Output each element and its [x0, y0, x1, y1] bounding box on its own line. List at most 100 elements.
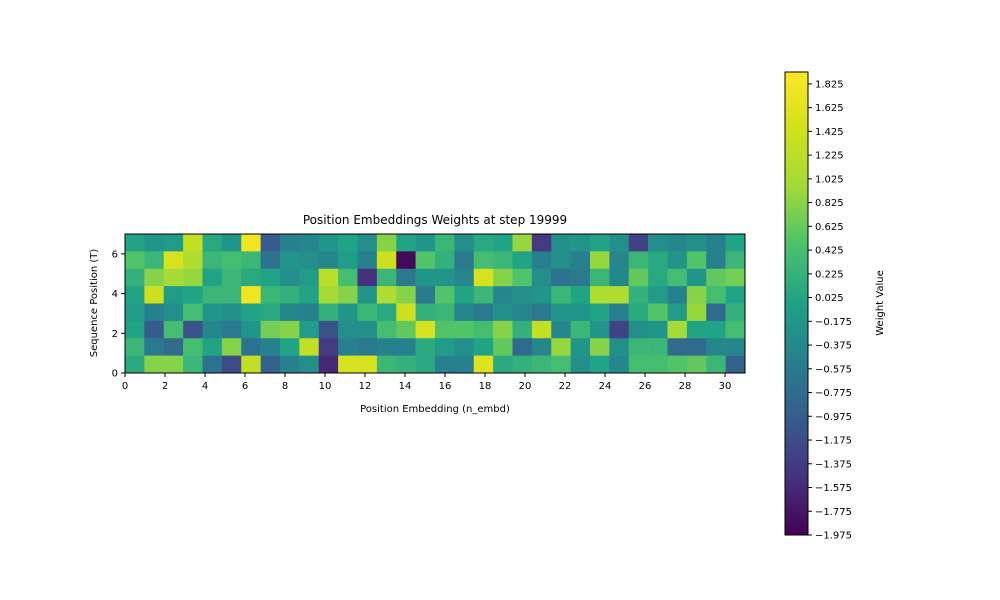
- heatmap-cell: [144, 320, 165, 339]
- heatmap-cell: [725, 303, 746, 322]
- heatmap-cell: [512, 268, 533, 287]
- heatmap-cell: [609, 268, 630, 287]
- heatmap-cell: [686, 286, 707, 304]
- heatmap-cell: [570, 320, 591, 339]
- heatmap-cell: [163, 303, 184, 322]
- heatmap-cell: [590, 251, 610, 270]
- heatmap-cell: [551, 320, 571, 339]
- heatmap-cell: [125, 355, 145, 374]
- heatmap-cell: [163, 268, 184, 287]
- heatmap-cell: [648, 251, 668, 270]
- heatmap-cell: [183, 338, 203, 356]
- heatmap-cell: [454, 234, 475, 252]
- heatmap-cell: [628, 338, 649, 356]
- x-tick-label: 16: [439, 381, 452, 392]
- x-tick-label: 2: [162, 381, 168, 392]
- heatmap-cell: [183, 355, 203, 374]
- heatmap-cell: [551, 355, 571, 374]
- heatmap-cell: [280, 355, 300, 374]
- heatmap-cell: [415, 286, 436, 304]
- heatmap-cell: [648, 320, 668, 339]
- heatmap-cell: [512, 251, 533, 270]
- heatmap-cell: [667, 268, 688, 287]
- heatmap-cell: [357, 355, 378, 374]
- heatmap-cell: [202, 303, 223, 322]
- heatmap-cell: [706, 268, 726, 287]
- heatmap-cell: [202, 355, 223, 374]
- y-tick-label: 2: [112, 329, 118, 340]
- heatmap-cell: [435, 303, 455, 322]
- heatmap-cell: [241, 320, 261, 339]
- heatmap-cell: [318, 234, 339, 252]
- x-tick-label: 0: [122, 381, 128, 392]
- heatmap-cell: [686, 355, 707, 374]
- heatmap-cell: [706, 338, 726, 356]
- heatmap-cell: [415, 338, 436, 356]
- heatmap-cell: [473, 251, 494, 270]
- heatmap-cell: [202, 320, 223, 339]
- heatmap-cell: [725, 251, 746, 270]
- colorbar-tick-label: −1.575: [815, 483, 852, 494]
- heatmap-cell: [725, 320, 746, 339]
- heatmap-cell: [454, 286, 475, 304]
- heatmap-cell: [590, 320, 610, 339]
- x-tick-label: 24: [599, 381, 612, 392]
- heatmap-cell: [435, 234, 455, 252]
- heatmap-cell: [493, 286, 513, 304]
- heatmap-cell: [183, 303, 203, 322]
- heatmap-cell: [454, 303, 475, 322]
- heatmap-cell: [241, 338, 261, 356]
- heatmap-cell: [221, 355, 242, 374]
- heatmap-cell: [706, 286, 726, 304]
- heatmap-cell: [396, 355, 416, 374]
- colorbar-tick-label: 1.825: [815, 79, 844, 90]
- heatmap-cell: [473, 355, 494, 374]
- y-tick-label: 6: [112, 249, 118, 260]
- heatmap-cell: [202, 234, 223, 252]
- heatmap-cell: [706, 251, 726, 270]
- heatmap-cell: [396, 234, 416, 252]
- heatmap-cell: [221, 320, 242, 339]
- heatmap-cell: [357, 320, 378, 339]
- heatmap-cell: [396, 251, 416, 270]
- heatmap-cell: [454, 268, 475, 287]
- colorbar-tick-label: 0.825: [815, 198, 844, 209]
- heatmap-cell: [648, 234, 668, 252]
- heatmap-cell: [570, 338, 591, 356]
- heatmap-cell: [396, 286, 416, 304]
- heatmap-cell: [280, 286, 300, 304]
- heatmap-cell: [454, 251, 475, 270]
- heatmap-cell: [260, 234, 281, 252]
- heatmap-cell: [686, 320, 707, 339]
- heatmap-cell: [396, 338, 416, 356]
- heatmap-cell: [648, 286, 668, 304]
- chart-title: Position Embeddings Weights at step 1999…: [303, 213, 567, 227]
- heatmap-cell: [493, 338, 513, 356]
- heatmap-cell: [376, 355, 397, 374]
- heatmap-cell: [241, 234, 261, 252]
- heatmap-cell: [551, 286, 571, 304]
- heatmap-cell: [241, 303, 261, 322]
- heatmap-frame: [124, 233, 746, 374]
- heatmap-cell: [512, 355, 533, 374]
- heatmap-cell: [667, 338, 688, 356]
- heatmap-cell: [280, 303, 300, 322]
- colorbar-ticks: 1.825 1.625 1.425 1.225 1.025 0.825 0.625 0.425…: [808, 79, 852, 542]
- heatmap-cell: [551, 268, 571, 287]
- heatmap-cell: [396, 303, 416, 322]
- x-axis-label: Position Embedding (n_embd): [360, 404, 510, 415]
- heatmap-cell: [299, 355, 320, 374]
- heatmap-cell: [686, 251, 707, 270]
- x-axis-ticks: 0 2 4 6 8 10 12 14 16 18 20 22 24 26 28 30: [122, 373, 731, 392]
- heatmap-cell: [260, 320, 281, 339]
- heatmap-cell: [667, 320, 688, 339]
- heatmap-cell: [570, 251, 591, 270]
- heatmap-cell: [609, 286, 630, 304]
- heatmap-cell: [163, 286, 184, 304]
- heatmap-cell: [183, 268, 203, 287]
- heatmap-cell: [648, 338, 668, 356]
- heatmap-cell: [144, 303, 165, 322]
- heatmap-cell: [221, 251, 242, 270]
- heatmap-cell: [435, 251, 455, 270]
- heatmap-cell: [125, 251, 145, 270]
